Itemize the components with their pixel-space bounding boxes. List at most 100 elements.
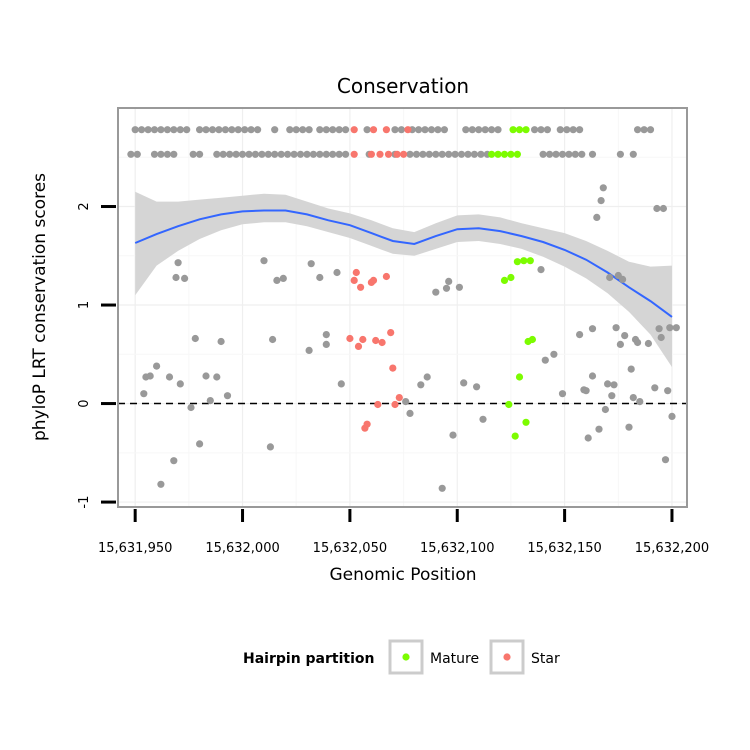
y-axis: -1 0 1 2 (77, 202, 116, 509)
data-point-mature (515, 126, 524, 134)
data-point-star (389, 364, 397, 372)
data-point-other (322, 340, 330, 348)
data-point-other (189, 150, 197, 158)
data-point-other (415, 126, 423, 134)
data-point-other (494, 126, 502, 134)
data-point-star (352, 268, 360, 277)
x-tick-label: 15,632,100 (420, 541, 494, 556)
data-point-other (245, 150, 253, 158)
data-point-other (427, 126, 436, 134)
data-point-other (174, 259, 182, 267)
data-point-other (550, 350, 558, 358)
data-point-other (322, 331, 330, 339)
data-point-other (417, 381, 425, 389)
legend: Hairpin partition Mature Star (243, 639, 560, 675)
data-point-other (475, 126, 483, 134)
data-point-mature (513, 258, 522, 266)
data-point-other (146, 372, 154, 380)
data-point-other (653, 204, 661, 213)
data-point-other (329, 126, 337, 134)
data-point-star (391, 400, 399, 409)
data-point-other (202, 372, 210, 380)
data-point-other (202, 126, 210, 134)
data-point-other (440, 126, 448, 134)
data-point-star (376, 150, 384, 158)
data-point-other (646, 126, 655, 134)
data-point-star (393, 150, 401, 158)
data-point-other (157, 480, 165, 488)
data-point-other (588, 325, 597, 333)
data-point-other (402, 398, 410, 406)
x-tick-label: 15,632,150 (527, 541, 601, 556)
data-point-other (266, 443, 274, 451)
data-point-other (157, 150, 165, 158)
smooth-trend-line (134, 209, 673, 318)
data-point-other (238, 150, 247, 158)
data-point-other (226, 150, 234, 158)
x-tick-label: 15,631,950 (98, 541, 172, 556)
data-point-other (264, 150, 272, 158)
data-point-other (292, 126, 300, 134)
data-point-other (223, 392, 232, 400)
data-point-other (584, 434, 592, 442)
data-point-other (616, 150, 625, 158)
data-point-other (316, 273, 324, 282)
data-point-other (217, 337, 225, 346)
data-point-other (576, 331, 584, 339)
data-point-other (558, 150, 567, 158)
data-point-other (208, 126, 217, 134)
data-point-other (228, 126, 236, 134)
data-point-other (640, 126, 648, 134)
data-point-other (565, 150, 573, 158)
data-point-other (322, 126, 330, 134)
data-point-other (284, 150, 292, 158)
data-point-other (316, 126, 324, 134)
y-axis-title: phyloP LRT conservation scores (30, 173, 50, 441)
data-point-other (479, 415, 487, 423)
data-point-other (599, 184, 607, 192)
x-tick-label: 15,632,200 (635, 541, 709, 556)
data-point-other (593, 213, 601, 221)
data-point-other (299, 126, 307, 134)
data-point-other (269, 335, 277, 344)
data-point-star (369, 276, 378, 284)
data-point-other (412, 150, 421, 158)
data-point-star (354, 342, 363, 350)
data-point-other (468, 126, 476, 134)
y-tick-label: -1 (77, 496, 92, 509)
x-tick-label: 15,632,050 (313, 541, 387, 556)
data-point-other (363, 126, 371, 134)
data-point-other (661, 456, 670, 464)
data-point-mature (528, 335, 537, 344)
x-axis: 15,631,950 15,632,000 15,632,050 15,632,100… (98, 509, 709, 556)
data-point-other (616, 340, 625, 348)
data-point-other (337, 380, 345, 388)
legend-label-star: Star (531, 651, 560, 667)
data-point-other (296, 150, 305, 158)
data-point-other (406, 150, 414, 158)
data-point-other (558, 390, 567, 398)
data-point-other (176, 380, 184, 388)
confidence-band (135, 191, 672, 368)
legend-title: Hairpin partition (243, 651, 374, 667)
data-point-other (183, 126, 191, 134)
data-point-other (397, 126, 405, 134)
data-point-other (187, 403, 195, 412)
data-point-star (372, 336, 380, 345)
data-point-other (423, 373, 431, 381)
data-point-other (170, 126, 178, 134)
data-point-other (470, 150, 478, 158)
data-point-other (604, 380, 612, 388)
data-point-other (153, 362, 161, 370)
legend-dot-star (503, 653, 511, 661)
data-point-other (271, 126, 279, 134)
data-point-mature (522, 126, 530, 134)
confidence-band-area (135, 191, 672, 368)
data-point-other (196, 150, 204, 158)
data-point-mature (520, 257, 528, 265)
data-point-other (481, 126, 489, 134)
data-point-other (651, 384, 659, 392)
data-point-star (395, 394, 403, 402)
data-point-other (170, 457, 178, 465)
